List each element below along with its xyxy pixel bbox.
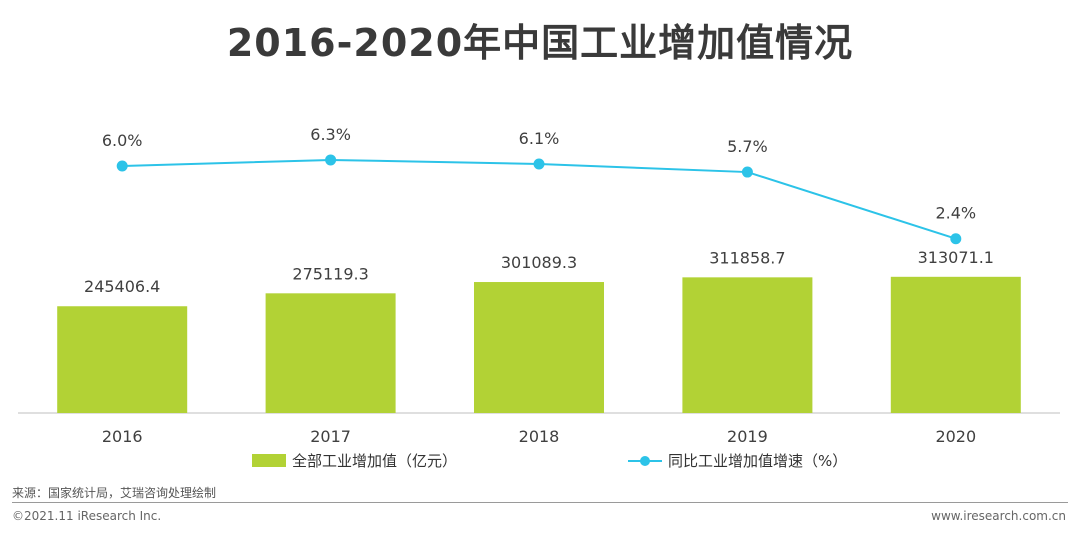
legend-swatch-line	[628, 454, 662, 467]
bar-2019	[682, 277, 813, 413]
line-point-2016	[116, 160, 128, 172]
bar-2016	[57, 306, 188, 413]
copyright: ©2021.11 iResearch Inc.	[12, 509, 162, 523]
x-tick-label-2018: 2018	[519, 427, 560, 446]
x-tick-label-2017: 2017	[310, 427, 351, 446]
bar-label-2017: 275119.3	[292, 264, 368, 283]
line-point-2019	[741, 166, 753, 178]
line-label-2018: 6.1%	[519, 129, 560, 148]
line-label-2020: 2.4%	[935, 204, 976, 223]
legend-label-line: 同比工业增加值增速（%）	[668, 452, 848, 470]
source-note: 来源：国家统计局，艾瑞咨询处理绘制	[12, 486, 217, 500]
legend-label-bar: 全部工业增加值（亿元）	[292, 452, 458, 470]
bar-2017	[265, 293, 396, 413]
x-tick-label-2020: 2020	[935, 427, 976, 446]
legend-item-line: 同比工业增加值增速（%）	[628, 450, 847, 471]
line-point-2018	[533, 158, 545, 170]
line-label-2019: 5.7%	[727, 137, 768, 156]
bar-2020	[890, 276, 1021, 413]
line-point-2017	[325, 154, 337, 166]
bar-label-2018: 301089.3	[501, 253, 577, 272]
x-tick-label-2019: 2019	[727, 427, 768, 446]
line-label-2016: 6.0%	[102, 131, 143, 150]
line-point-2020	[950, 233, 962, 245]
bar-label-2019: 311858.7	[709, 248, 785, 267]
chart-title: 2016-2020年中国工业增加值情况	[226, 21, 854, 65]
website-link[interactable]: www.iresearch.com.cn	[931, 509, 1066, 523]
bar-2018	[474, 282, 604, 413]
legend-swatch-bar	[252, 454, 286, 467]
x-tick-label-2016: 2016	[102, 427, 143, 446]
legend-item-bar: 全部工业增加值（亿元）	[252, 450, 457, 471]
bar-label-2016: 245406.4	[84, 277, 160, 296]
bar-label-2020: 313071.1	[918, 248, 994, 267]
growth-rate-line	[122, 158, 957, 240]
line-label-2017: 6.3%	[310, 125, 351, 144]
footer-divider	[12, 502, 1068, 503]
